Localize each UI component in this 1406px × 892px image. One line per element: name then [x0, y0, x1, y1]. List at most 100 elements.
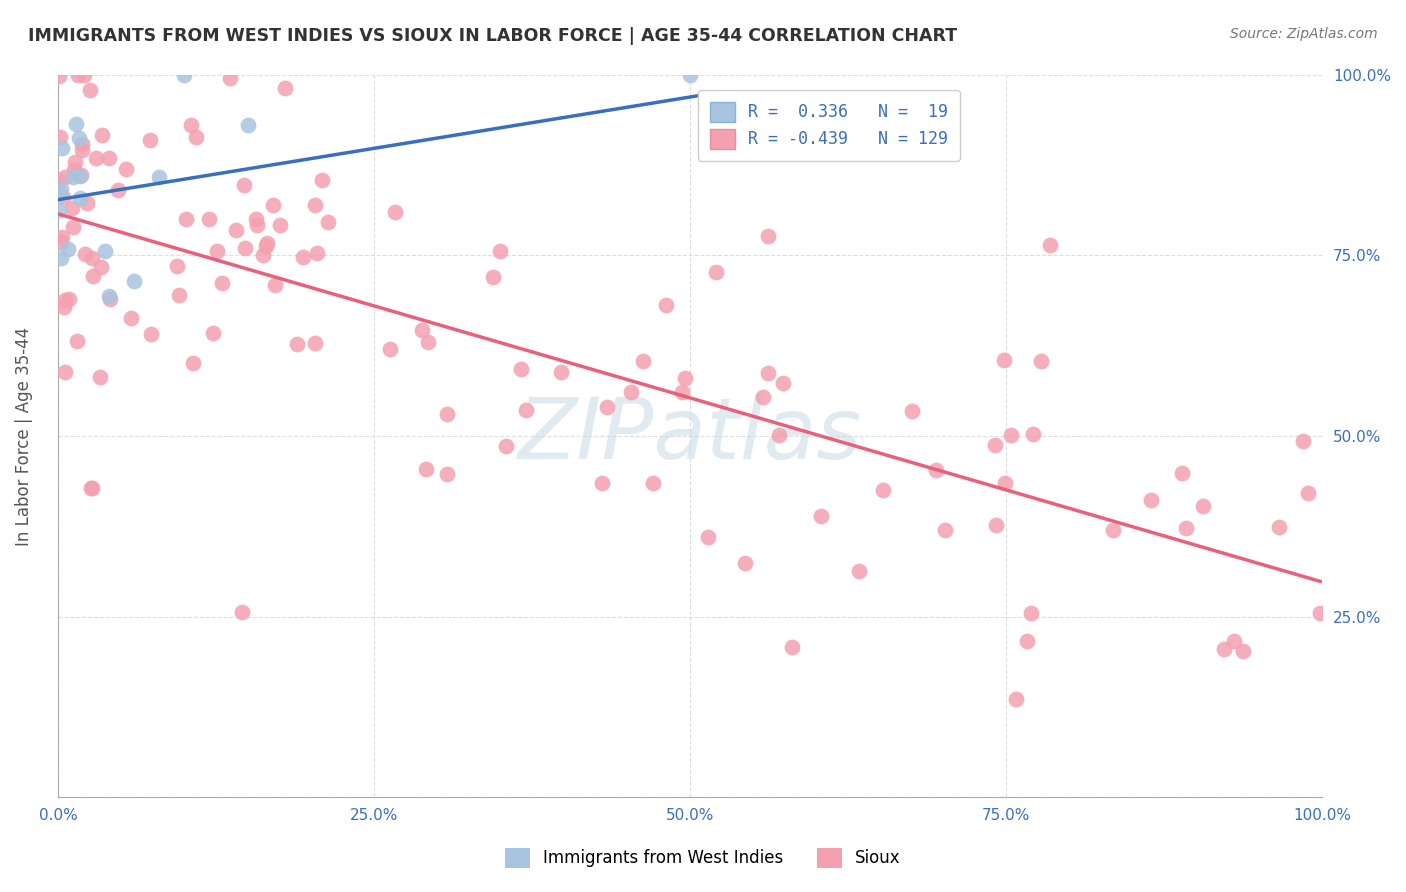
Point [58, 242, 80, 256]
Point [256, 235, 278, 250]
Point [148, 170, 170, 185]
Point [481, 269, 503, 284]
Point [1213, 642, 1236, 657]
Point [1039, 237, 1062, 252]
Point [1296, 486, 1319, 500]
Point [62, 170, 84, 185]
Legend: R =  0.336   N =  19, R = -0.439   N = 129: R = 0.336 N = 19, R = -0.439 N = 129 [697, 90, 960, 161]
Point [596, 400, 619, 414]
Point [231, 605, 253, 619]
Point [1029, 354, 1052, 368]
Point [620, 385, 643, 400]
Point [233, 178, 256, 192]
Point [49, 251, 72, 265]
Point [768, 427, 790, 442]
Point [901, 403, 924, 417]
Point [141, 326, 163, 341]
Point [233, 241, 256, 255]
Point [252, 248, 274, 262]
Point [236, 118, 259, 132]
Point [673, 370, 696, 384]
Point [48, 202, 70, 217]
Point [307, 246, 329, 260]
Point [671, 384, 693, 399]
Point [69, 169, 91, 183]
Point [254, 239, 277, 253]
Point [1268, 520, 1291, 534]
Point [1222, 634, 1244, 648]
Point [756, 229, 779, 244]
Point [1022, 426, 1045, 441]
Text: ZIPatlas: ZIPatlas [517, 394, 862, 477]
Text: Source: ZipAtlas.com: Source: ZipAtlas.com [1230, 27, 1378, 41]
Point [304, 336, 326, 351]
Point [984, 518, 1007, 533]
Point [697, 530, 720, 544]
Point [654, 298, 676, 312]
Point [205, 244, 228, 259]
Point [994, 475, 1017, 490]
Point [550, 365, 572, 379]
Point [304, 198, 326, 212]
Point [120, 311, 142, 326]
Point [79, 83, 101, 97]
Point [262, 198, 284, 212]
Point [174, 212, 197, 227]
Point [69, 169, 91, 183]
Point [69, 191, 91, 205]
Point [63, 155, 86, 169]
Point [80, 481, 103, 495]
Point [416, 334, 439, 349]
Point [269, 219, 291, 233]
Point [772, 376, 794, 391]
Point [1170, 466, 1192, 480]
Point [67, 130, 90, 145]
Point [167, 288, 190, 302]
Point [631, 353, 654, 368]
Point [292, 250, 315, 264]
Point [73, 68, 96, 82]
Point [62, 220, 84, 235]
Point [48, 129, 70, 144]
Point [51, 141, 73, 155]
Point [97, 151, 120, 165]
Point [1232, 644, 1254, 658]
Point [1175, 521, 1198, 535]
Point [52, 190, 75, 204]
Point [82, 268, 104, 283]
Point [515, 403, 537, 417]
Point [166, 259, 188, 273]
Point [86, 151, 108, 165]
Point [72, 137, 94, 152]
Point [89, 369, 111, 384]
Point [934, 524, 956, 538]
Point [1015, 633, 1038, 648]
Y-axis label: In Labor Force | Age 35-44: In Labor Force | Age 35-44 [15, 326, 32, 546]
Point [704, 122, 727, 136]
Point [316, 214, 339, 228]
Point [90, 260, 112, 275]
Point [80, 252, 103, 266]
Point [202, 326, 225, 341]
Point [495, 439, 517, 453]
Point [311, 173, 333, 187]
Point [80, 481, 103, 495]
Point [591, 476, 613, 491]
Point [264, 278, 287, 293]
Point [66, 334, 89, 348]
Point [73, 247, 96, 261]
Point [184, 130, 207, 145]
Point [180, 119, 202, 133]
Point [65, 117, 87, 131]
Point [274, 81, 297, 95]
Point [53, 301, 76, 315]
Point [70, 143, 93, 157]
Point [53, 170, 76, 185]
Point [62, 162, 84, 177]
Point [245, 219, 267, 233]
Point [97, 289, 120, 303]
Point [872, 483, 894, 497]
Point [51, 230, 73, 244]
Point [415, 462, 437, 476]
Point [756, 366, 779, 380]
